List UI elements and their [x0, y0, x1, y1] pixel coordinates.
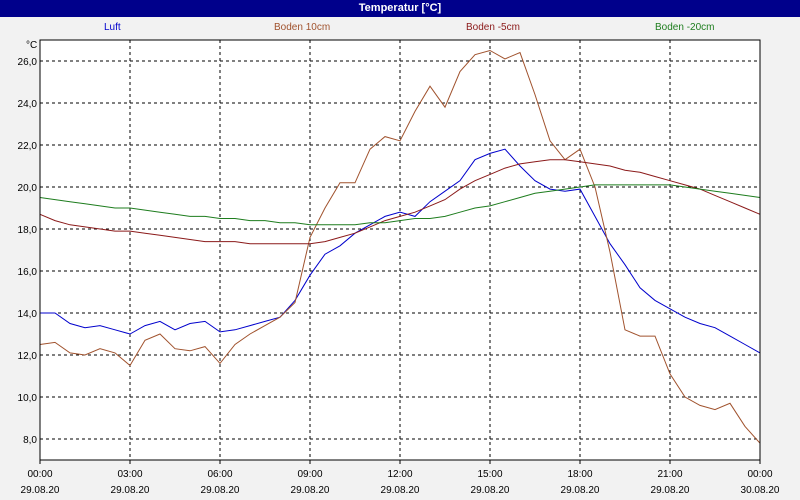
- x-tick-label-time: 18:00: [567, 469, 592, 480]
- x-tick-label-date: 29.08.20: [201, 485, 240, 496]
- y-axis-unit-label: °C: [26, 40, 37, 51]
- y-tick-label: 14,0: [18, 309, 38, 320]
- x-tick-label-date: 29.08.20: [651, 485, 690, 496]
- x-tick-label-time: 21:00: [657, 469, 682, 480]
- legend-item-boden-5cm: Boden -5cm: [466, 22, 520, 33]
- y-tick-label: 22,0: [18, 141, 38, 152]
- series-line-boden-10cm: [39, 49, 761, 444]
- y-tick-label: 24,0: [18, 99, 38, 110]
- x-tick-label-time: 03:00: [117, 469, 142, 480]
- x-tick-label-date: 30.08.20: [741, 485, 780, 496]
- x-tick-label-time: 15:00: [477, 469, 502, 480]
- x-tick-label-time: 00:00: [27, 469, 52, 480]
- series-line-boden-5cm: [39, 159, 761, 245]
- y-tick-label: 8,0: [23, 435, 37, 446]
- legend: Luft Boden 10cm Boden -5cm Boden -20cm: [0, 22, 800, 38]
- x-tick-label-date: 29.08.20: [381, 485, 420, 496]
- y-tick-label: 26,0: [18, 57, 38, 68]
- legend-item-boden-20cm: Boden -20cm: [655, 22, 715, 33]
- legend-item-boden-10cm: Boden 10cm: [274, 22, 331, 33]
- y-tick-label: 18,0: [18, 225, 38, 236]
- x-tick-label-date: 29.08.20: [561, 485, 600, 496]
- y-tick-label: 16,0: [18, 267, 38, 278]
- x-tick-label-date: 29.08.20: [111, 485, 150, 496]
- x-tick-label-time: 09:00: [297, 469, 322, 480]
- x-tick-label-time: 00:00: [747, 469, 772, 480]
- x-tick-label-time: 12:00: [387, 469, 412, 480]
- plot-border: [39, 39, 761, 461]
- x-tick-label-date: 29.08.20: [471, 485, 510, 496]
- chart-title: Temperatur [°C]: [0, 0, 800, 17]
- series-line-luft: [40, 148, 761, 354]
- series-line-boden-20cm: [39, 184, 761, 226]
- y-tick-label: 10,0: [18, 393, 38, 404]
- y-tick-label: 12,0: [18, 351, 38, 362]
- x-tick-label-date: 29.08.20: [291, 485, 330, 496]
- x-tick-label-date: 29.08.20: [21, 485, 60, 496]
- x-tick-label-time: 06:00: [207, 469, 232, 480]
- legend-item-luft: Luft: [104, 22, 121, 33]
- y-tick-label: 20,0: [18, 183, 38, 194]
